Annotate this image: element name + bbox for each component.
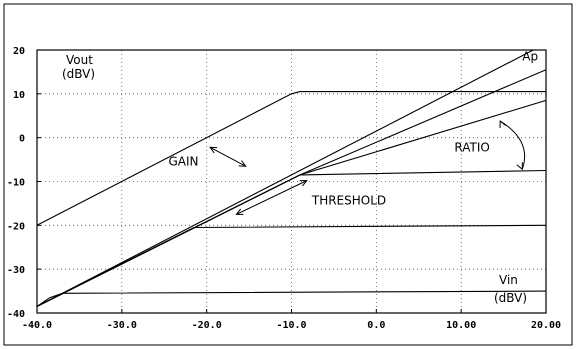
outer-frame <box>3 3 573 346</box>
annotation-gain: GAIN <box>168 154 198 168</box>
threshold-arrowheads <box>235 180 308 215</box>
x-tick-label: 0.0 <box>367 320 385 331</box>
ylabel-line-2: (dBV) <box>62 67 95 81</box>
y-tick-label: 0 <box>19 134 25 145</box>
series-group <box>36 49 547 307</box>
gain-arrow <box>209 146 246 167</box>
x-tick-label: -30.0 <box>107 320 137 331</box>
annotation-arrows <box>209 119 526 215</box>
y-tick-labels: 20 10 0 -10 -20 -30 -40 <box>7 46 25 320</box>
y-tick-label: -30 <box>7 265 25 276</box>
y-tick-label: -10 <box>7 178 25 189</box>
series-line-1 <box>36 91 546 226</box>
series-line-2 <box>36 49 534 307</box>
x-tick-label: 20.00 <box>531 320 561 331</box>
series-line-7 <box>36 290 547 307</box>
x-tick-labels: -40.0 -30.0 -20.0 -10.0 0.0 10.00 20.00 <box>22 320 561 331</box>
y-tick-label: -40 <box>7 309 25 320</box>
x-tick-label: 10.00 <box>446 320 476 331</box>
threshold-arrow <box>236 180 307 215</box>
ylabel-line-1: Vout <box>66 53 93 67</box>
x-tick-label: -40.0 <box>22 320 52 331</box>
x-tick-label: -10.0 <box>276 320 306 331</box>
series-line-6 <box>36 224 547 307</box>
ratio-arrowheads <box>499 119 523 171</box>
annotation-threshold: THRESHOLD <box>311 194 386 208</box>
annotation-labels: Ap GAIN RATIO THRESHOLD <box>168 50 538 208</box>
plot-axes <box>36 49 547 314</box>
xlabel-line-1: Vin <box>499 273 518 287</box>
y-tick-label: 10 <box>13 90 25 101</box>
y-tick-label: -20 <box>7 221 25 232</box>
annotation-ratio: RATIO <box>454 141 489 155</box>
gain-arrowheads <box>209 146 247 167</box>
x-tick-label: -20.0 <box>192 320 222 331</box>
xlabel-line-2: (dBV) <box>494 291 527 305</box>
y-tick-label: 20 <box>13 46 25 57</box>
annotation-ap: Ap <box>522 50 538 64</box>
